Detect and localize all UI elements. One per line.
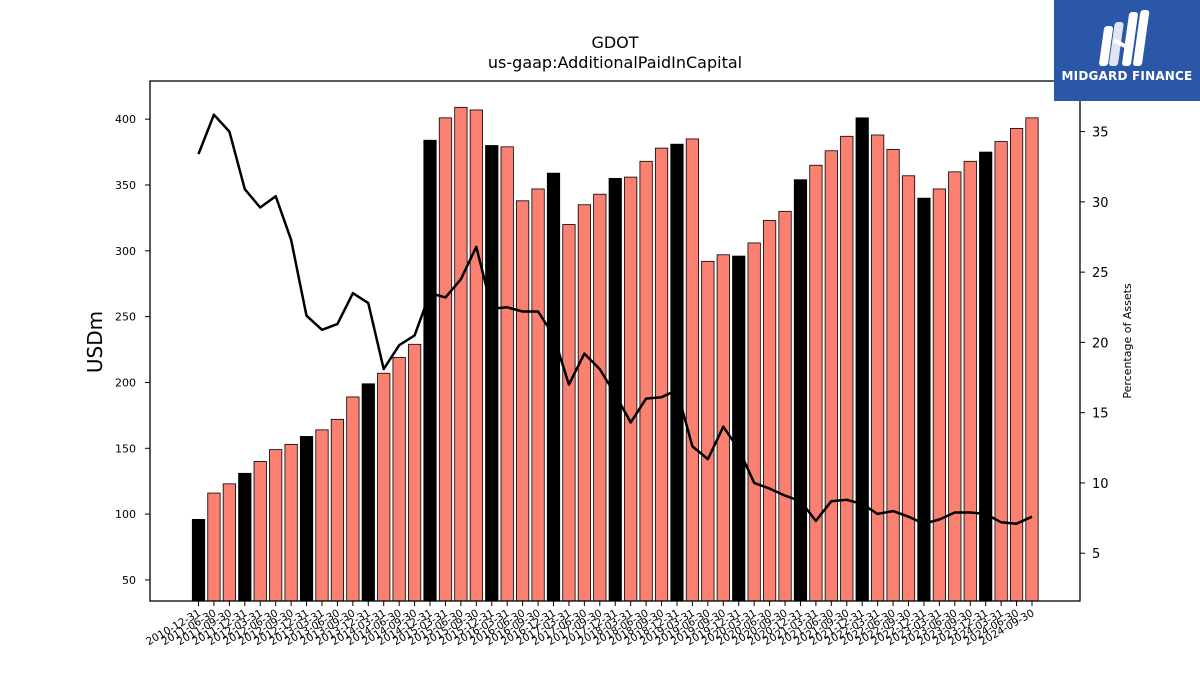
bar-2015-03-31 (438, 117, 453, 602)
bar-2021-12-31 (855, 117, 869, 602)
brand-mark-icon (1099, 10, 1150, 66)
y2-tick-label: 15 (1092, 407, 1109, 422)
bar-2016-03-31 (500, 146, 514, 602)
bar-2020-06-30 (762, 220, 777, 602)
bar-2015-09-30 (469, 109, 483, 602)
bar-2014-09-30 (407, 343, 422, 602)
bar-2021-03-31 (809, 164, 823, 602)
y2-tick-label: 25 (1092, 266, 1109, 281)
y2-tick-label: 5 (1092, 547, 1100, 562)
bar-2018-06-30 (639, 160, 653, 602)
y-tick-label: 350 (115, 179, 136, 192)
bar-2019-06-30 (701, 260, 715, 602)
percentage-line (197, 113, 1033, 525)
bar-2014-06-30 (392, 357, 406, 602)
bar-2018-03-31 (624, 176, 638, 602)
bar-2015-12-31 (485, 145, 499, 602)
bar-2010-12-31 (191, 518, 206, 602)
brand-logo: MIDGARD FINANCE (1054, 0, 1200, 101)
bar-2011-12-31 (238, 472, 252, 602)
bar-2019-12-31 (732, 255, 746, 602)
bar-2023-03-31 (932, 188, 946, 602)
bar-2017-06-30 (577, 204, 591, 602)
bar-2023-06-30 (948, 171, 962, 602)
bar-2014-12-31 (423, 139, 437, 602)
bar-2018-09-30 (654, 147, 669, 602)
bar-2023-12-31 (979, 151, 993, 602)
bar-2024-03-31 (994, 141, 1008, 602)
bar-2013-03-31 (315, 429, 329, 602)
bar-2021-06-30 (824, 150, 838, 602)
bar-2020-12-31 (793, 179, 808, 602)
chart-subtitle: us-gaap:AdditionalPaidInCapital (488, 53, 742, 72)
bar-2013-12-31 (361, 383, 375, 602)
bar-2012-03-31 (253, 461, 267, 602)
brand-name: MIDGARD FINANCE (1061, 69, 1193, 83)
line-series (197, 113, 1033, 525)
bar-2017-09-30 (593, 193, 607, 602)
bar-2017-03-31 (562, 224, 576, 602)
bar-2020-03-31 (747, 242, 761, 602)
bar-2018-12-31 (670, 143, 684, 602)
y-tick-label: 400 (115, 113, 136, 126)
y-axis-ticks: 50 100 150 200 250 300 350 400 (115, 113, 150, 587)
bar-2013-06-30 (330, 418, 345, 602)
bar-2020-09-30 (778, 210, 792, 602)
bar-2024-06-30 (1009, 127, 1024, 602)
bar-2016-12-31 (546, 172, 561, 602)
bar-2016-06-30 (516, 200, 530, 602)
y2-tick-label: 30 (1092, 196, 1109, 211)
bar-2011-06-30 (207, 492, 221, 602)
bar-2012-12-31 (299, 436, 314, 602)
y-tick-label: 150 (115, 442, 136, 455)
bar-2015-06-30 (454, 106, 468, 602)
plot-frame (149, 80, 1081, 602)
bar-2012-06-30 (269, 449, 283, 602)
bar-2013-09-30 (346, 396, 360, 602)
bar-2019-03-31 (685, 138, 700, 602)
y-tick-label: 200 (115, 376, 136, 389)
bar-2024-09-30 (1025, 117, 1039, 602)
bar-series (191, 106, 1039, 602)
bar-2021-09-30 (840, 135, 854, 602)
bar-2022-03-31 (871, 134, 885, 602)
y2-axis-ticks: 5 10 15 20 25 30 35 (1080, 126, 1109, 562)
y-axis-label: USDm (83, 311, 107, 373)
chart-title: GDOT (591, 33, 638, 52)
y2-axis-label: Percentage of Assets (1121, 283, 1134, 399)
y-tick-label: 300 (115, 245, 136, 258)
bar-2023-09-30 (963, 160, 977, 602)
bar-2014-03-31 (377, 372, 391, 602)
bar-2022-09-30 (901, 175, 916, 602)
y-tick-label: 250 (115, 311, 136, 324)
bar-2016-09-30 (531, 188, 545, 602)
y-tick-label: 100 (115, 508, 136, 521)
bar-2022-12-31 (917, 197, 931, 602)
bar-2022-06-30 (886, 149, 900, 602)
bar-2012-09-30 (284, 443, 298, 602)
bar-2011-09-30 (222, 483, 236, 602)
y-tick-label: 50 (122, 574, 136, 587)
y2-tick-label: 20 (1092, 336, 1109, 351)
x-axis-ticks: 2010-12-312011-06-302011-09-302011-12-31… (144, 601, 1036, 648)
y2-tick-label: 10 (1092, 477, 1109, 492)
y2-tick-label: 35 (1092, 126, 1109, 141)
